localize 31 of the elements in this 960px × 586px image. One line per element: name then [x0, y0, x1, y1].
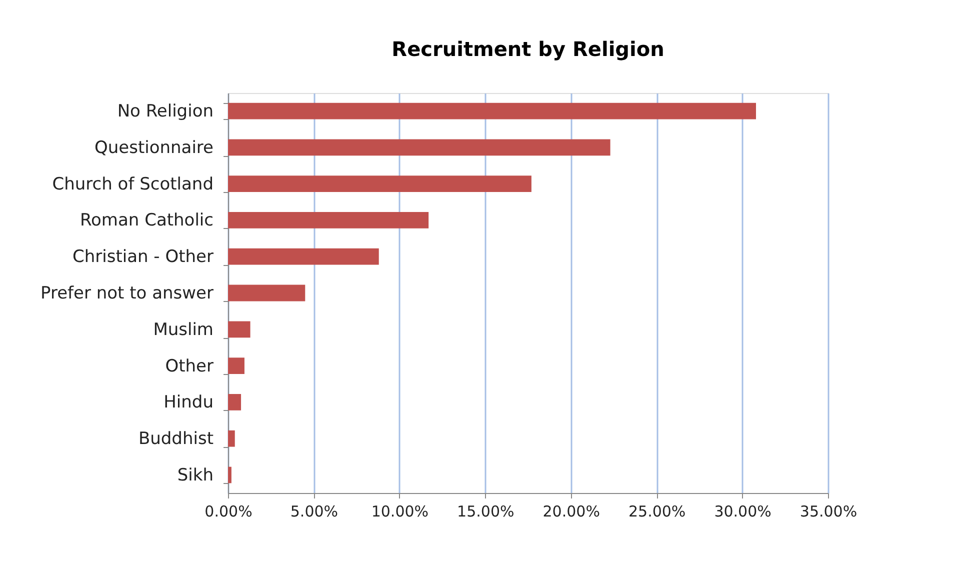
x-tick-label: 15.00%: [457, 502, 514, 520]
x-tick-label: 30.00%: [714, 502, 772, 520]
bar: [228, 176, 532, 192]
bar: [228, 284, 306, 302]
y-tick-label: Sikh: [177, 465, 214, 486]
bar: [228, 102, 756, 120]
bar: [228, 139, 610, 156]
x-tick-label: 35.00%: [800, 502, 858, 520]
y-tick-label: Prefer not to answer: [40, 284, 214, 304]
x-tick-label: 5.00%: [290, 502, 338, 520]
x-tick-label: 10.00%: [371, 502, 429, 520]
bar: [228, 466, 232, 484]
x-tick-label: 25.00%: [628, 502, 686, 520]
x-tick-label: 20.00%: [542, 502, 600, 520]
bar: [228, 430, 235, 447]
y-tick-label: Other: [165, 356, 214, 376]
bar: [228, 248, 379, 265]
bar: [228, 394, 242, 410]
bar: [228, 212, 429, 228]
y-tick-label: Roman Catholic: [80, 210, 214, 231]
y-tick-label: Questionnaire: [94, 138, 214, 158]
bar: [228, 358, 244, 374]
y-tick-label: Muslim: [153, 320, 214, 340]
y-tick-label: No Religion: [117, 102, 214, 122]
chart-title: Recruitment by Religion: [392, 37, 664, 61]
y-tick-label: Church of Scotland: [52, 174, 214, 194]
y-tick-label: Buddhist: [138, 429, 214, 450]
y-tick-label: Hindu: [164, 392, 214, 413]
x-tick-label: 0.00%: [204, 502, 252, 520]
bar: [228, 321, 250, 338]
y-tick-label: Christian - Other: [72, 247, 214, 268]
